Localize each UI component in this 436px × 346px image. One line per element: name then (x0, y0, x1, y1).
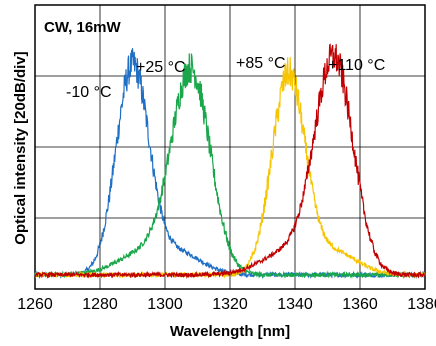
chart-title: CW, 16mW (44, 19, 122, 36)
x-tick-label: 1280 (82, 296, 118, 313)
gridlines (35, 5, 425, 289)
annotation-plus25: +25 °C (136, 59, 186, 76)
series-line-25c (34, 53, 426, 280)
series-layer (34, 43, 426, 280)
x-tick-label: 1360 (342, 296, 378, 313)
x-tick-label: 1260 (17, 296, 53, 313)
x-tick-label: 1380 (407, 296, 436, 313)
series-line-110c (34, 43, 426, 280)
annotation-plus110: +110 °C (328, 57, 385, 74)
annotation-minus10: -10 °C (66, 84, 112, 101)
x-tick-labels: 1260 1280 1300 1320 1340 1360 1380 (17, 296, 436, 313)
x-tick-label: 1320 (212, 296, 248, 313)
x-tick-label: 1340 (277, 296, 313, 313)
y-axis-label: Optical intensity [20dB/div] (12, 51, 29, 244)
x-tick-label: 1300 (147, 296, 183, 313)
x-axis-label: Wavelength [nm] (170, 323, 290, 340)
annotation-plus85: +85 °C (236, 55, 286, 72)
